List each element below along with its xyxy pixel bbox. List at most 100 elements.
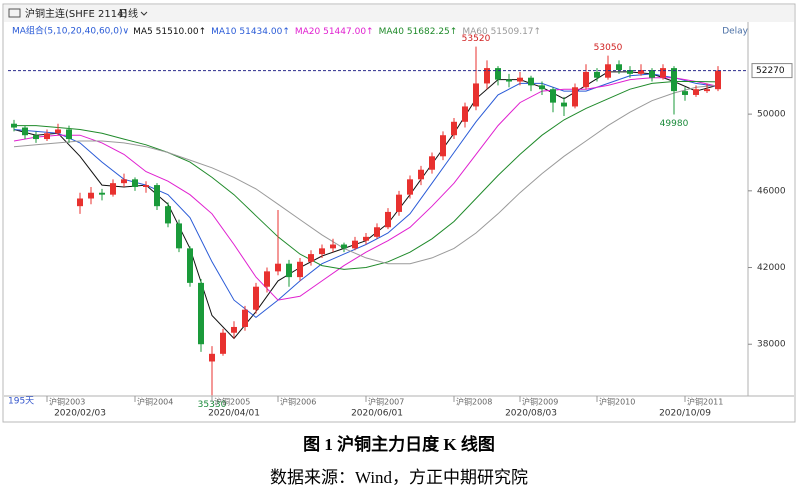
candle-body <box>682 91 688 95</box>
price-annotation: 53520 <box>462 34 491 44</box>
candle-body <box>121 179 127 184</box>
candle-body <box>396 194 402 212</box>
candle-body <box>693 89 699 95</box>
ma-legend-name: MA5 <box>133 27 153 37</box>
ma-legend-name: MA10 <box>211 27 237 37</box>
candle-body <box>198 282 204 345</box>
plot-area <box>11 46 721 396</box>
x-contract-label: 沪铜2010 <box>599 397 635 407</box>
candle-body <box>440 135 446 157</box>
ma-line <box>13 84 719 265</box>
candle-body <box>176 223 182 249</box>
candle-body <box>11 123 17 128</box>
x-date-label: 2020/08/03 <box>505 409 557 419</box>
toolbar <box>4 5 794 22</box>
ma-legend-entry: MA5 51510.00↑ <box>133 27 206 37</box>
candles <box>11 46 721 396</box>
ma-legend-value: 51510.00↑ <box>156 27 206 37</box>
candle-body <box>517 77 523 82</box>
candle-body <box>638 70 644 74</box>
ma-legend-value: 51434.00↑ <box>239 27 289 37</box>
candle-body <box>242 309 248 327</box>
candle-body <box>308 254 314 262</box>
candle-body <box>66 129 72 140</box>
candle-body <box>649 70 655 78</box>
ma-legend-name: MA20 <box>295 27 321 37</box>
candle-body <box>132 179 138 187</box>
price-annotation: 35330 <box>198 400 227 410</box>
y-tick-label: 46000 <box>757 186 786 196</box>
candle-body <box>704 89 710 92</box>
y-tick-label: 42000 <box>757 263 786 273</box>
candle-body <box>660 68 666 78</box>
candle-body <box>330 244 336 249</box>
candle-body <box>550 89 556 103</box>
candle-body <box>539 85 545 90</box>
candle-body <box>616 64 622 71</box>
candle-body <box>506 79 512 82</box>
candle-body <box>407 179 413 195</box>
price-annotation: 53050 <box>594 43 623 53</box>
candle-body <box>77 198 83 207</box>
period-selector[interactable]: 日线 <box>118 7 138 20</box>
x-contract-label: 沪铜2004 <box>137 397 173 407</box>
candle-body <box>352 240 358 249</box>
x-contract-label: 沪铜2006 <box>280 397 316 407</box>
caption-title: 图 1 沪铜主力日度 K 线图 <box>303 434 495 454</box>
candle-body <box>484 68 490 84</box>
candle-body <box>297 261 303 278</box>
candle-body <box>572 87 578 107</box>
candle-body <box>473 83 479 107</box>
x-date-label: 2020/10/09 <box>659 409 711 419</box>
candle-body <box>264 271 270 287</box>
x-contract-label: 沪铜2005 <box>214 397 250 407</box>
delay-label: Delay <box>722 27 748 37</box>
candle-body <box>561 102 567 107</box>
window-icon <box>8 8 21 18</box>
ma-legend-value: 51447.00↑ <box>323 27 373 37</box>
candle-body <box>187 248 193 283</box>
candle-body <box>429 156 435 170</box>
candle-body <box>275 263 281 272</box>
candle-body <box>627 70 633 74</box>
x-date-label: 2020/06/01 <box>351 409 403 419</box>
ma-legend-title: MA组合(5,10,20,40,60,0)∨ <box>12 25 129 37</box>
dropdown-arrow <box>140 11 148 16</box>
candle-body <box>385 211 391 228</box>
x-contract-label: 沪铜2011 <box>687 397 723 407</box>
candle-body <box>286 263 292 278</box>
candle-body <box>495 68 501 80</box>
x-contract-label: 沪铜2009 <box>522 397 558 407</box>
ma-legend-entry: MA20 51447.00↑ <box>295 27 374 37</box>
candle-body <box>341 244 347 249</box>
candle-body <box>374 227 380 237</box>
candle-body <box>253 286 259 310</box>
y-tick-label: 50000 <box>757 110 786 120</box>
candle-body <box>33 135 39 140</box>
x-date-label: 2020/04/01 <box>208 409 260 419</box>
last-price-label: 52270 <box>756 66 785 76</box>
candle-body <box>363 236 369 241</box>
ma-legend-value: 51509.17↑ <box>491 27 541 37</box>
days-label: 195天 <box>8 397 34 407</box>
ma-legend-name: MA60 <box>462 27 488 37</box>
candle-body <box>55 129 61 134</box>
candle-body <box>462 106 468 122</box>
candle-body <box>88 192 94 199</box>
last-price-box <box>751 63 793 79</box>
candle-body <box>451 121 457 136</box>
candle-body <box>165 206 171 224</box>
x-date-label: 2020/02/03 <box>54 409 106 419</box>
candle-body <box>715 70 721 90</box>
candle-body <box>154 185 160 207</box>
candle-body <box>671 68 677 92</box>
candle-body <box>583 71 589 88</box>
candle-body <box>99 192 105 195</box>
candle-body <box>110 183 116 195</box>
x-contract-label: 沪铜2008 <box>456 397 492 407</box>
candle-body <box>528 77 534 86</box>
x-contract-label: 沪铜2003 <box>49 397 85 407</box>
y-tick-label: 38000 <box>757 340 786 350</box>
candle-body <box>594 71 600 78</box>
